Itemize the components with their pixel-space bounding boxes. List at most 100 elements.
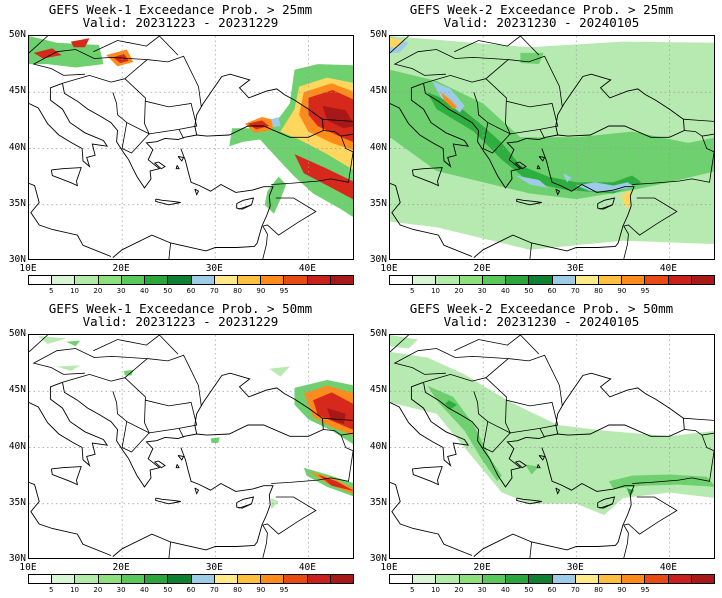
colorbar-label: 60	[186, 287, 196, 295]
border-line	[323, 429, 342, 436]
border-line	[684, 429, 703, 436]
border-line	[539, 129, 545, 139]
border-line	[390, 335, 409, 353]
border-line	[262, 524, 268, 558]
border-line	[539, 428, 545, 438]
lon-tick-label: 20E	[112, 562, 130, 573]
colorbar-swatch	[168, 276, 192, 284]
prob-area-green-light	[390, 351, 714, 515]
colorbar-swatch	[214, 575, 238, 583]
coastline	[175, 464, 180, 469]
colorbar-label: 5	[410, 586, 415, 594]
coastline	[153, 161, 166, 170]
coastline	[155, 497, 181, 505]
colorbar-label: 95	[640, 586, 650, 594]
colorbar-label: 95	[640, 287, 650, 295]
map-canvas	[390, 36, 714, 259]
colorbar-label: 20	[454, 586, 464, 594]
colorbar-swatch	[261, 575, 285, 583]
colorbar	[28, 574, 354, 584]
coastline	[112, 148, 274, 258]
coastline	[50, 466, 82, 486]
lon-tick-label: 40E	[659, 562, 678, 573]
border-line	[32, 348, 148, 375]
coastline	[390, 481, 473, 556]
colorbar-swatch	[413, 276, 437, 284]
border-line	[121, 421, 150, 453]
colorbar-swatch	[121, 276, 146, 284]
probability-map	[28, 334, 354, 559]
map-canvas	[29, 335, 353, 558]
coastline	[153, 460, 166, 469]
colorbar-swatch	[668, 276, 692, 284]
border-line	[473, 377, 512, 434]
coastline	[538, 454, 546, 461]
colorbar-label: 50	[163, 287, 173, 295]
coastline	[538, 155, 546, 162]
lon-tick-label: 20E	[473, 263, 491, 274]
panel-valid-dates: Valid: 20231230 - 20240105	[443, 15, 640, 30]
border-line	[271, 133, 353, 185]
colorbar-swatch	[645, 276, 669, 284]
colorbar-label: 10	[431, 287, 441, 295]
colorbar-swatch	[145, 575, 169, 583]
coastlines	[390, 73, 685, 258]
coastline	[555, 73, 685, 136]
lat-tick-label: 40N	[8, 440, 26, 452]
colorbar-swatch	[98, 276, 122, 284]
colorbar-label: 70	[570, 287, 580, 295]
lat-tick-label: 45N	[8, 85, 26, 97]
border-line	[271, 432, 353, 484]
prob-area-red	[294, 154, 353, 200]
colorbar-swatch	[506, 575, 530, 583]
border-line	[178, 428, 184, 438]
probability-map	[28, 35, 354, 260]
prob-area-blue	[515, 175, 549, 188]
prob-area-green-mid	[210, 437, 220, 443]
panel-valid-dates: Valid: 20231223 - 20231229	[82, 15, 279, 30]
prob-area-green-light	[38, 336, 67, 344]
prob-area-green-light	[271, 498, 279, 510]
colorbar-swatch	[75, 276, 99, 284]
coastline	[50, 167, 82, 187]
colorbar-label: 90	[256, 287, 266, 295]
lat-tick-label: 50N	[369, 328, 387, 339]
colorbar-label: 80	[594, 287, 604, 295]
colorbar-swatch	[29, 575, 53, 583]
border-line	[506, 100, 559, 135]
panel-title: GEFS Week-2 Exceedance Prob. > 25mm	[409, 2, 674, 17]
colorbar	[389, 574, 715, 584]
border-line	[623, 524, 629, 558]
coastline	[536, 165, 541, 170]
colorbar-label: 5	[49, 586, 54, 594]
colorbar-label: 40	[500, 287, 510, 295]
prob-area-green-mid	[29, 36, 104, 68]
border-line	[393, 348, 509, 375]
colorbar-label: 80	[594, 586, 604, 594]
colorbar-swatch	[436, 276, 460, 284]
colorbar-label: 40	[139, 586, 149, 594]
border-line	[112, 377, 151, 434]
coastline	[516, 198, 542, 206]
border-line	[29, 36, 48, 54]
coastline	[473, 447, 635, 557]
border-line	[632, 133, 714, 185]
colorbar-swatch	[168, 575, 192, 583]
graticule	[390, 335, 714, 558]
lat-tick-label: 35N	[369, 197, 387, 209]
coastline	[177, 155, 185, 162]
coastlines	[29, 73, 324, 258]
coastline	[29, 481, 112, 556]
prob-area-red	[112, 54, 129, 63]
country-borders	[390, 335, 714, 558]
colorbar-swatch	[121, 575, 146, 583]
prob-area-blue	[563, 173, 572, 183]
border-line	[93, 36, 179, 56]
coastline	[29, 82, 109, 168]
lon-tick-label: 10E	[380, 263, 398, 274]
border-line	[506, 399, 559, 434]
border-line	[632, 432, 714, 484]
lon-tick-label: 30E	[566, 263, 584, 274]
coastline	[62, 382, 324, 488]
border-line	[238, 204, 252, 210]
